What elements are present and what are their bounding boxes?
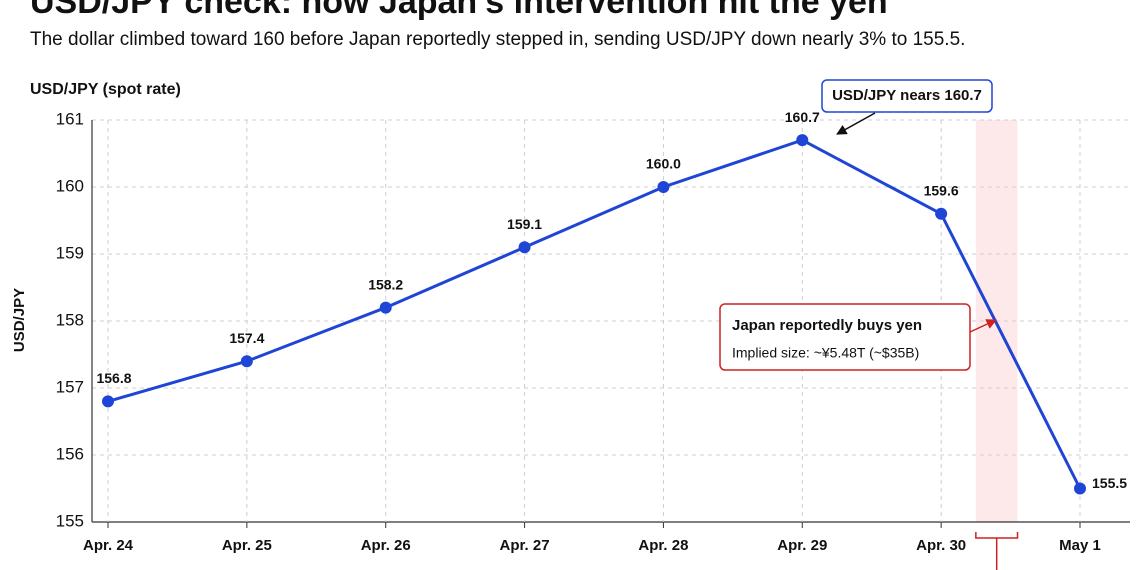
series-line	[107, 138, 1082, 490]
data-label: 155.5	[1092, 475, 1127, 491]
annotation-text: USD/JPY nears 160.7	[832, 87, 982, 104]
data-point	[240, 355, 253, 368]
x-tick-label: Apr. 25	[222, 537, 272, 554]
x-tick-label: Apr. 27	[500, 537, 550, 554]
annotation-detail: Implied size: ~¥5.48T (~$35B)	[732, 345, 919, 361]
data-point	[1074, 482, 1086, 495]
axis-caption: USD/JPY (spot rate)	[30, 81, 181, 98]
data-label: 159.1	[507, 216, 542, 232]
chart-title: USD/JPY check: how Japan's intervention …	[30, 0, 888, 21]
data-point	[379, 301, 392, 314]
data-label: 160.7	[785, 109, 820, 125]
y-tick-label: 161	[56, 109, 84, 128]
annotation-arrow	[969, 319, 997, 333]
annotation-box	[719, 303, 971, 371]
x-tick-label: Apr. 30	[916, 537, 966, 554]
x-tick-label: Apr. 28	[638, 537, 688, 554]
data-label: 157.4	[229, 330, 264, 346]
y-tick-label: 158	[56, 310, 84, 329]
annotation-text: Japan reportedly buys yen	[732, 317, 922, 334]
data-point	[935, 207, 948, 220]
band-bracket	[975, 532, 1019, 570]
data-label: 160.0	[646, 156, 681, 172]
y-tick-label: 155	[56, 511, 84, 530]
data-label: 158.2	[368, 276, 403, 292]
x-tick-label: Apr. 26	[361, 537, 411, 554]
y-tick-label: 160	[56, 176, 84, 195]
data-label: 156.8	[96, 370, 131, 386]
data-label: 159.6	[924, 183, 959, 199]
x-tick-label: Apr. 29	[777, 537, 827, 554]
data-point	[657, 181, 670, 193]
x-tick-label: May 1	[1059, 537, 1101, 554]
annotation-arrow	[836, 112, 876, 135]
y-tick-label: 157	[56, 377, 84, 396]
data-point	[102, 395, 114, 408]
data-point	[518, 241, 531, 254]
annotation-box	[821, 79, 993, 113]
y-tick-label: 156	[56, 444, 84, 463]
y-axis-label: USD/JPY	[11, 288, 28, 352]
chart-subtitle: The dollar climbed toward 160 before Jap…	[30, 29, 965, 50]
x-tick-label: Apr. 24	[83, 537, 134, 554]
y-tick-label: 159	[56, 243, 84, 262]
data-point	[796, 134, 809, 147]
